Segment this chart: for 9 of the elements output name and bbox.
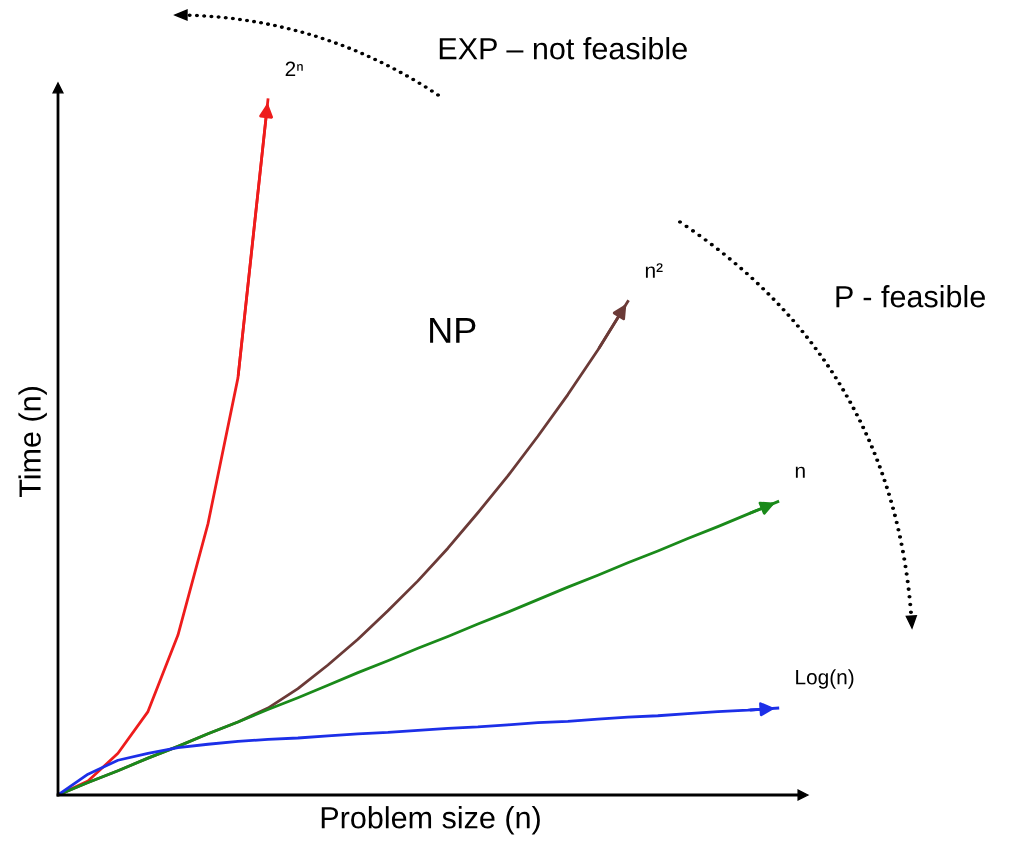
x-axis-title: Problem size (n) [321, 806, 540, 835]
series-label: n [795, 466, 805, 478]
text: EXP – not feasible [439, 37, 687, 60]
y-axis-title: Time (n) [18, 387, 47, 498]
series-label: Log(n) [796, 669, 854, 689]
text: P - feasible [836, 285, 985, 308]
annotation: NP [430, 317, 476, 343]
series-label: 2ⁿ [285, 61, 303, 77]
series-label: n² [645, 263, 663, 278]
